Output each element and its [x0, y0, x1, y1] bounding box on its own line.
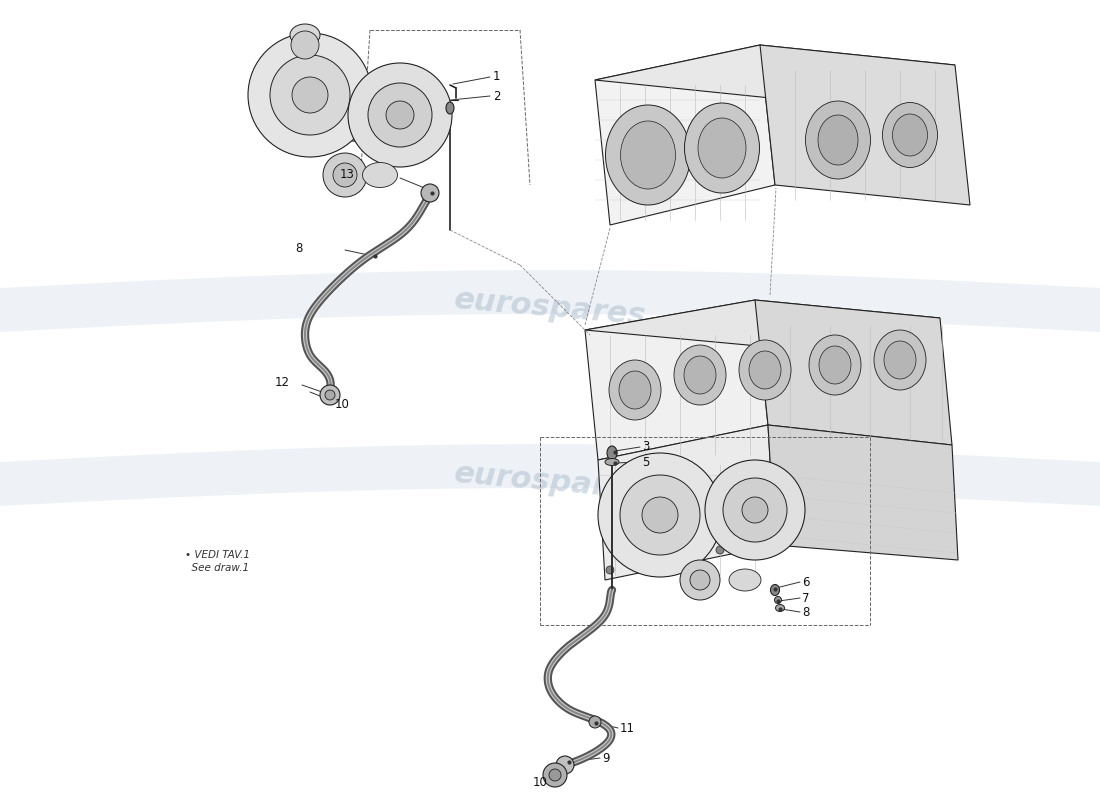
- Circle shape: [292, 31, 319, 59]
- Ellipse shape: [619, 371, 651, 409]
- Circle shape: [292, 77, 328, 113]
- Circle shape: [641, 558, 649, 566]
- Text: 8: 8: [802, 606, 810, 618]
- Ellipse shape: [884, 341, 916, 379]
- Circle shape: [588, 716, 601, 728]
- Ellipse shape: [605, 458, 619, 466]
- Text: 11: 11: [620, 722, 635, 734]
- Text: 8: 8: [295, 242, 302, 254]
- Ellipse shape: [739, 340, 791, 400]
- Ellipse shape: [729, 569, 761, 591]
- Ellipse shape: [892, 114, 927, 156]
- Text: 2: 2: [493, 90, 500, 102]
- Circle shape: [690, 570, 710, 590]
- Ellipse shape: [805, 101, 870, 179]
- Circle shape: [598, 453, 722, 577]
- Circle shape: [320, 385, 340, 405]
- Polygon shape: [760, 45, 970, 205]
- Text: 7: 7: [802, 591, 810, 605]
- Ellipse shape: [874, 330, 926, 390]
- Circle shape: [606, 566, 614, 574]
- Circle shape: [642, 497, 678, 533]
- Ellipse shape: [446, 102, 454, 114]
- Ellipse shape: [674, 345, 726, 405]
- Ellipse shape: [808, 335, 861, 395]
- Ellipse shape: [684, 103, 759, 193]
- Polygon shape: [0, 270, 1100, 332]
- Polygon shape: [595, 45, 955, 100]
- Circle shape: [270, 55, 350, 135]
- Circle shape: [324, 390, 336, 400]
- Circle shape: [716, 546, 724, 554]
- Text: 10: 10: [336, 398, 350, 411]
- Text: • VEDI TAV.1: • VEDI TAV.1: [185, 550, 250, 560]
- Ellipse shape: [818, 115, 858, 165]
- Circle shape: [543, 763, 566, 787]
- Polygon shape: [768, 425, 958, 560]
- Polygon shape: [585, 300, 768, 460]
- Ellipse shape: [882, 102, 937, 167]
- Ellipse shape: [698, 118, 746, 178]
- Ellipse shape: [820, 346, 851, 384]
- Circle shape: [556, 756, 574, 774]
- Polygon shape: [595, 45, 776, 225]
- Ellipse shape: [749, 351, 781, 389]
- Circle shape: [248, 33, 372, 157]
- Polygon shape: [598, 425, 776, 580]
- Text: 1: 1: [493, 70, 500, 83]
- Text: 5: 5: [642, 455, 649, 469]
- Text: 3: 3: [642, 441, 649, 454]
- Circle shape: [386, 101, 414, 129]
- Ellipse shape: [620, 121, 675, 189]
- Text: eurospares: eurospares: [453, 459, 647, 505]
- Text: 9: 9: [602, 751, 609, 765]
- Text: 12: 12: [275, 377, 290, 390]
- Text: eurospares: eurospares: [453, 285, 647, 331]
- Ellipse shape: [684, 356, 716, 394]
- Text: 10: 10: [532, 777, 548, 790]
- Circle shape: [333, 163, 358, 187]
- Polygon shape: [340, 85, 382, 145]
- Polygon shape: [755, 300, 952, 445]
- Ellipse shape: [290, 24, 320, 46]
- Circle shape: [323, 153, 367, 197]
- Circle shape: [723, 478, 786, 542]
- Circle shape: [705, 460, 805, 560]
- Circle shape: [751, 541, 759, 549]
- Ellipse shape: [770, 585, 780, 595]
- Circle shape: [421, 184, 439, 202]
- Ellipse shape: [363, 162, 397, 187]
- Circle shape: [676, 551, 684, 559]
- Circle shape: [549, 769, 561, 781]
- Polygon shape: [692, 498, 735, 535]
- Polygon shape: [585, 300, 940, 348]
- Circle shape: [620, 475, 700, 555]
- Ellipse shape: [609, 360, 661, 420]
- Circle shape: [742, 497, 768, 523]
- Circle shape: [368, 83, 432, 147]
- Text: 13: 13: [340, 169, 355, 182]
- Circle shape: [348, 63, 452, 167]
- Ellipse shape: [605, 105, 691, 205]
- Circle shape: [680, 560, 720, 600]
- Ellipse shape: [774, 597, 781, 603]
- Ellipse shape: [607, 446, 617, 460]
- Text: 6: 6: [802, 575, 810, 589]
- Ellipse shape: [776, 605, 784, 611]
- Text: See draw.1: See draw.1: [185, 563, 249, 573]
- Polygon shape: [0, 444, 1100, 506]
